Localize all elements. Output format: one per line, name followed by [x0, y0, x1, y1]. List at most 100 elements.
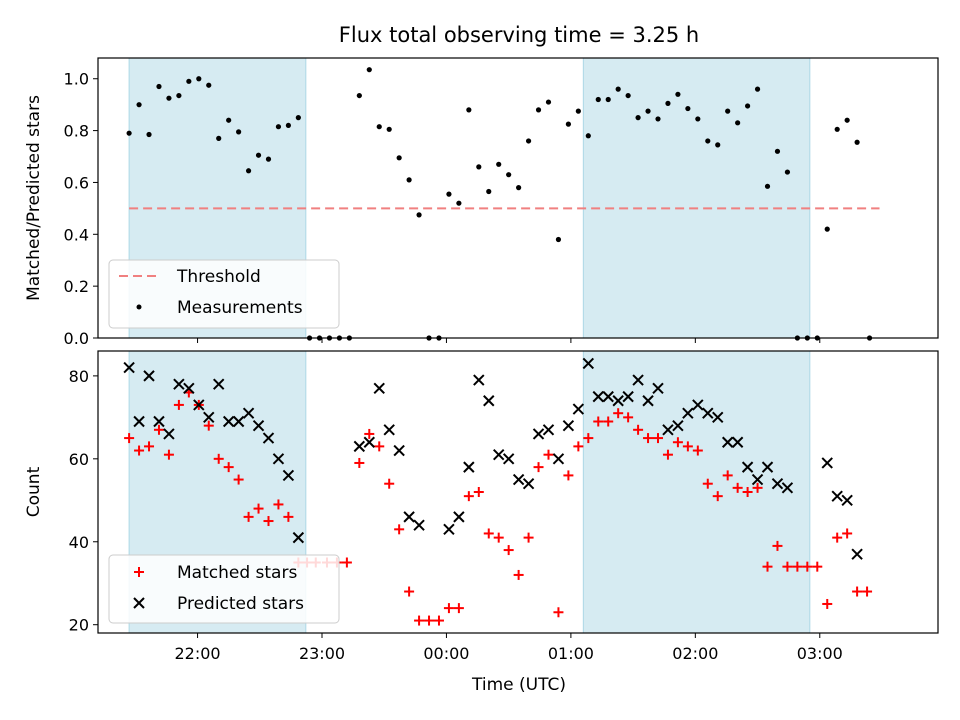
measurement-point	[356, 92, 362, 99]
predicted-point	[741, 461, 754, 473]
predicted-point	[692, 399, 704, 411]
chart-title: Flux total observing time = 3.25 h	[339, 23, 699, 47]
measurement-point	[715, 142, 721, 148]
matched-point	[443, 603, 454, 614]
predicted-point	[353, 440, 366, 453]
measurement-point	[216, 135, 222, 141]
measurement-point	[735, 120, 741, 126]
measurement-point	[695, 116, 701, 122]
matched-point	[603, 416, 614, 427]
matched-point	[633, 424, 644, 435]
measurement-point	[605, 96, 611, 103]
top-legend: Threshold Measurements	[108, 259, 340, 329]
measurement-point	[585, 133, 591, 139]
measurement-point	[625, 92, 631, 99]
top-y-tick-label: 0.2	[64, 277, 89, 296]
measurement-point	[466, 107, 472, 113]
top-y-tick-label: 0.8	[64, 122, 89, 141]
matched-point	[623, 412, 634, 423]
x-axis-label: Time (UTC)	[471, 675, 566, 695]
measurement-point	[206, 82, 212, 88]
matched-point	[802, 561, 813, 572]
predicted-point	[183, 382, 195, 395]
predicted-point	[252, 419, 265, 432]
measurement-point	[496, 161, 502, 167]
predicted-point	[612, 395, 624, 407]
measurement-point	[635, 115, 641, 121]
predicted-point	[413, 519, 425, 531]
predicted-point	[493, 448, 505, 461]
measurement-point	[396, 155, 402, 161]
predicted-point	[512, 473, 525, 486]
legend-predicted-marker	[133, 597, 145, 609]
predicted-point	[572, 403, 585, 415]
predicted-point	[153, 415, 165, 428]
matched-point	[772, 540, 783, 551]
measurement-point	[226, 117, 232, 123]
matched-point	[692, 445, 703, 456]
predicted-point	[383, 424, 395, 436]
matched-point	[493, 532, 504, 543]
matched-point	[573, 441, 584, 452]
measurement-point	[186, 78, 192, 84]
matched-point	[163, 449, 174, 460]
predicted-point	[731, 436, 744, 448]
predicted-point	[821, 457, 833, 469]
measurement-point	[774, 148, 781, 154]
matched-point	[223, 462, 234, 473]
top-shaded-span-1	[582, 57, 811, 339]
bottom-x-tick-label: 23:00	[299, 644, 345, 663]
top-y-tick-label: 1.0	[64, 70, 89, 89]
measurement-point	[275, 124, 282, 130]
matched-point	[364, 428, 375, 439]
predicted-point	[483, 395, 495, 407]
predicted-point	[662, 424, 674, 436]
measurement-point	[446, 191, 452, 197]
measurement-point	[376, 124, 382, 130]
legend-measurements-marker	[136, 304, 142, 310]
predicted-point	[632, 374, 644, 386]
matched-point	[812, 561, 823, 572]
measurement-point	[146, 131, 152, 138]
measurement-point	[854, 139, 860, 145]
matched-point	[513, 569, 524, 580]
matched-point	[643, 433, 654, 444]
measurement-point	[565, 121, 572, 127]
measurement-point	[245, 168, 252, 174]
bottom-y-tick-label: 40	[69, 533, 89, 552]
matched-point	[852, 586, 863, 597]
matched-point	[483, 528, 494, 539]
matched-point	[792, 561, 803, 572]
bottom-legend-box	[108, 554, 340, 624]
predicted-point	[672, 419, 684, 432]
matched-point	[341, 557, 352, 568]
legend-matched-label: Matched stars	[177, 563, 297, 583]
measurement-point	[754, 86, 761, 92]
measurement-point	[236, 129, 242, 135]
predicted-point	[721, 436, 734, 448]
measurement-point	[196, 76, 202, 82]
predicted-point	[502, 453, 515, 465]
measurement-point	[615, 86, 621, 92]
measurement-point	[645, 108, 651, 114]
matched-point	[613, 408, 624, 419]
matched-point	[583, 433, 594, 444]
legend-threshold-label: Threshold	[176, 267, 261, 287]
matched-point	[503, 545, 514, 556]
matched-point	[782, 561, 793, 572]
matched-point	[762, 561, 773, 572]
matched-point	[682, 441, 693, 452]
matched-point	[832, 532, 843, 543]
measurement-point	[156, 83, 162, 90]
predicted-point	[522, 477, 535, 490]
matched-point	[433, 615, 444, 626]
measurement-point	[176, 92, 182, 99]
matched-point	[134, 445, 145, 456]
measurement-point	[535, 107, 542, 113]
matched-point	[702, 478, 713, 489]
measurement-point	[575, 108, 581, 114]
measurement-point	[265, 156, 272, 162]
bottom-x-tick-label: 02:00	[672, 644, 718, 663]
predicted-point	[831, 490, 843, 502]
